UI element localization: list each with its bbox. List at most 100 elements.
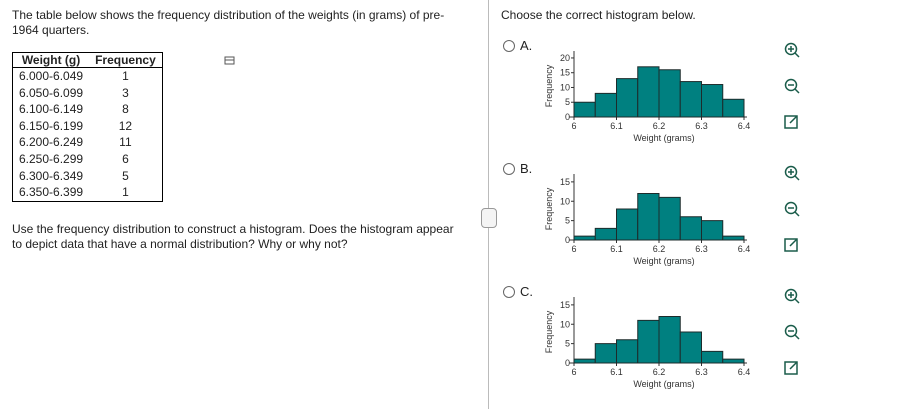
intro-text: The table below shows the frequency dist… (12, 8, 445, 37)
bar (701, 350, 724, 364)
bar (701, 84, 724, 118)
y-tick-label: 0 (565, 358, 570, 368)
radio-button[interactable] (503, 40, 515, 52)
lens (784, 42, 798, 56)
option-label: C. (520, 284, 533, 299)
cell: 6.000-6.049 (19, 69, 84, 83)
chart-tools (784, 165, 800, 252)
radio-button[interactable] (503, 286, 515, 298)
open-icon[interactable] (784, 238, 798, 252)
y-tick-label: 15 (560, 68, 570, 78)
zoom-in-icon[interactable] (784, 165, 800, 181)
x-tick-label: 6.3 (695, 244, 708, 254)
lens (784, 201, 798, 215)
bar (573, 235, 596, 241)
bar (616, 78, 639, 118)
x-tick-label: 6.2 (653, 121, 666, 131)
y-tick-label: 10 (560, 82, 570, 92)
lens (784, 288, 798, 302)
frame (784, 361, 798, 375)
bar (573, 101, 596, 118)
cell: 6.100-6.149 (19, 102, 84, 117)
zoom-out-icon[interactable] (784, 78, 800, 94)
handle (794, 298, 800, 304)
y-tick-label: 10 (560, 196, 570, 206)
radio-button[interactable] (503, 163, 515, 175)
bar (658, 316, 681, 364)
zoom-in-icon[interactable] (784, 288, 800, 304)
cell: 3 (122, 85, 129, 100)
y-tick-label: 5 (565, 339, 570, 349)
bar (616, 208, 639, 241)
y-tick-label: 5 (565, 97, 570, 107)
header-cell: Frequency (89, 52, 163, 68)
arrow (789, 238, 798, 247)
cell: 6.250-6.299 (19, 151, 84, 166)
resize-handle[interactable] (481, 208, 497, 228)
arrow (789, 115, 798, 124)
frame (784, 115, 798, 129)
row: 6.300-6.349 5 (13, 168, 163, 185)
x-tick-label: 6.4 (738, 244, 751, 254)
copy-icon[interactable] (224, 55, 236, 67)
x-tick-label: 6.2 (653, 367, 666, 377)
option-label: B. (520, 161, 533, 176)
open-icon[interactable] (784, 361, 798, 375)
bar (658, 196, 681, 241)
lens (784, 324, 798, 338)
arrow (789, 361, 798, 370)
y-axis-label: Frequency (544, 187, 554, 230)
bar (637, 66, 660, 118)
handle (794, 175, 800, 181)
cell: 6.350-6.399 (19, 185, 84, 200)
y-tick-label: 5 (565, 216, 570, 226)
y-tick-label: 0 (565, 112, 570, 122)
row: 6.200-6.249 11 (13, 134, 163, 151)
row: 6.000-6.049 1 (13, 68, 163, 85)
cell: 8 (122, 102, 129, 117)
bar (722, 358, 745, 364)
row: 6.050-6.099 3 (13, 85, 163, 102)
y-tick-label: 0 (565, 235, 570, 245)
bar (594, 92, 617, 118)
lens (784, 78, 798, 92)
handle (794, 52, 800, 58)
histogram: 0 5 10 15 20 6 6.1 6.2 6.3 6.4 Weight (grams) Frequ… (544, 51, 750, 143)
bar (637, 319, 660, 364)
frame (784, 238, 798, 252)
zoom-out-icon[interactable] (784, 324, 800, 340)
x-axis-label: Weight (grams) (633, 379, 694, 389)
lens (784, 165, 798, 179)
bar (573, 358, 596, 364)
y-tick-label: 15 (560, 300, 570, 310)
zoom-out-icon[interactable] (784, 201, 800, 217)
cell: 6.150-6.199 (19, 118, 84, 133)
x-tick-label: 6.1 (610, 121, 623, 131)
frequency-table: Weight (g) Frequency 6.000-6.049 1 6.050-6.0… (12, 52, 163, 202)
bar (594, 227, 617, 241)
handle (794, 88, 800, 94)
bar (722, 235, 745, 241)
bar (722, 98, 745, 118)
divider (488, 0, 489, 409)
x-tick-label: 6 (571, 121, 576, 131)
y-axis-label: Frequency (544, 310, 554, 353)
cell: 1 (122, 69, 129, 83)
histogram: 0 5 10 15 6 6.1 6.2 6.3 6.4 Weight (grams) Frequen… (544, 297, 750, 389)
bar (679, 216, 702, 241)
y-tick-label: 20 (560, 53, 570, 63)
row: 6.150-6.199 12 (13, 118, 163, 135)
option-label: A. (520, 38, 533, 53)
header-cell: Weight (g) (12, 52, 90, 68)
cell: 6.300-6.349 (19, 168, 84, 183)
open-icon[interactable] (784, 115, 798, 129)
y-axis-label: Frequency (544, 64, 554, 107)
chart-tools (784, 42, 800, 129)
x-tick-label: 6.1 (610, 367, 623, 377)
bar (637, 193, 660, 241)
cell: 6 (122, 151, 129, 166)
zoom-in-icon[interactable] (784, 42, 800, 58)
cell: 6.200-6.249 (19, 135, 84, 150)
x-axis-label: Weight (grams) (633, 133, 694, 143)
